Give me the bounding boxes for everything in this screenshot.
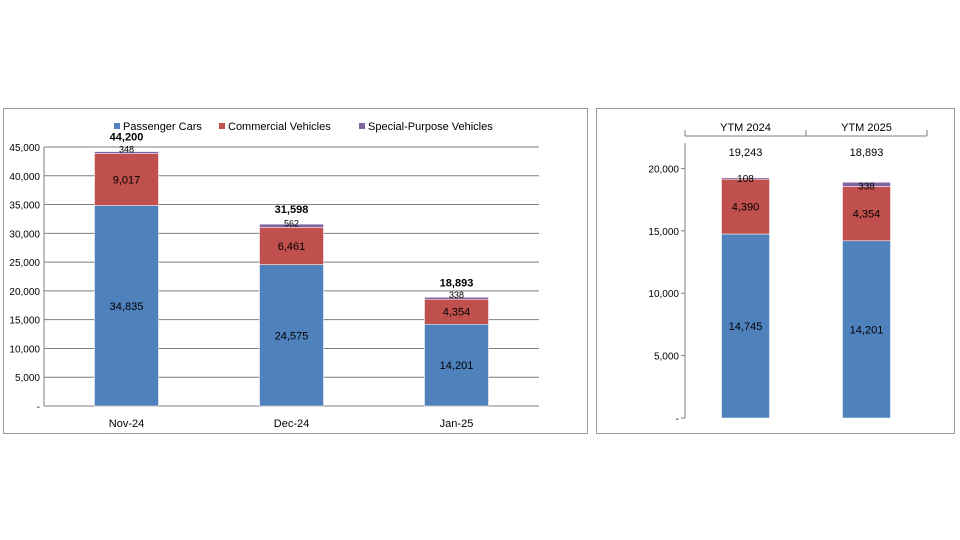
y-tick-label: 40,000 [9,172,40,183]
bar-segment-special [842,182,891,187]
value-label-commercial: 6,461 [278,241,306,253]
value-label-passenger: 14,201 [440,360,474,372]
y-tick-label: 45,000 [9,143,40,154]
total-label: 19,243 [729,147,763,159]
legend-swatch-passenger [114,123,120,129]
x-tick-label: Dec-24 [274,418,309,430]
ytm-sales-chart-panel: - 5,000 10,000 15,000 20,000 YTM 2024 19,243 14… [596,108,955,434]
y-tick-label: - [676,414,679,425]
bar-segment-special [424,297,489,300]
value-label-special: 562 [284,218,299,228]
total-label: 18,893 [850,147,884,159]
bar-segment-special [259,223,324,228]
legend-label-special: Special-Purpose Vehicles [368,121,493,133]
y-tick-label: 25,000 [9,258,40,269]
value-label-commercial: 4,354 [853,209,881,221]
bar-segment-commercial [259,227,324,265]
value-label-passenger: 14,201 [850,324,884,336]
total-label: 44,200 [110,132,144,144]
y-tick-label: 20,000 [648,164,679,175]
bar-segment-commercial [94,153,159,206]
legend-label-commercial: Commercial Vehicles [228,121,331,133]
bar-segment-commercial [842,186,891,242]
value-label-special: 108 [737,174,754,185]
value-label-commercial: 9,017 [113,175,141,187]
value-label-special: 348 [119,145,134,155]
legend-swatch-special [359,123,365,129]
legend-swatch-commercial [219,123,225,129]
monthly-sales-chart: - 5,000 10,000 15,000 20,000 25,000 30,000 35,0… [9,121,539,430]
total-label: 31,598 [275,204,309,216]
legend-label-passenger: Passenger Cars [123,121,202,133]
y-tick-label: 35,000 [9,201,40,212]
value-label-special: 338 [858,181,875,192]
y-tick-label: - [37,402,40,413]
bar-segment-passenger [842,240,891,419]
total-label: 18,893 [440,277,474,289]
bar-segment-special [721,177,770,180]
bar-segment-commercial [424,298,489,325]
bar-segment-passenger [424,324,489,407]
y-tick-label: 30,000 [9,229,40,240]
y-tick-label: 15,000 [648,227,679,238]
x-tick-label: Jan-25 [440,418,474,430]
value-label-passenger: 34,835 [110,301,144,313]
y-tick-label: 15,000 [9,316,40,327]
y-tick-label: 20,000 [9,287,40,298]
value-label-passenger: 24,575 [275,330,309,342]
y-tick-label: 5,000 [654,352,679,363]
bar-segment-passenger [721,233,770,419]
value-label-special: 338 [449,290,464,300]
monthly-sales-chart-panel: - 5,000 10,000 15,000 20,000 25,000 30,000 35,0… [3,108,588,434]
ytm-sales-chart: - 5,000 10,000 15,000 20,000 YTM 2024 19,243 14… [648,122,928,425]
x-tick-label: YTM 2025 [841,122,892,134]
y-tick-label: 5,000 [15,373,40,384]
bar-segment-special [94,151,159,154]
value-label-commercial: 4,390 [732,202,760,214]
x-tick-label: Nov-24 [109,418,144,430]
x-tick-label: YTM 2024 [720,122,771,134]
bar-segment-commercial [721,178,770,235]
bar-segment-passenger [259,264,324,407]
y-tick-label: 10,000 [648,289,679,300]
y-tick-label: 10,000 [9,344,40,355]
bar-segment-passenger [94,205,159,407]
value-label-passenger: 14,745 [729,321,763,333]
value-label-commercial: 4,354 [443,307,471,319]
